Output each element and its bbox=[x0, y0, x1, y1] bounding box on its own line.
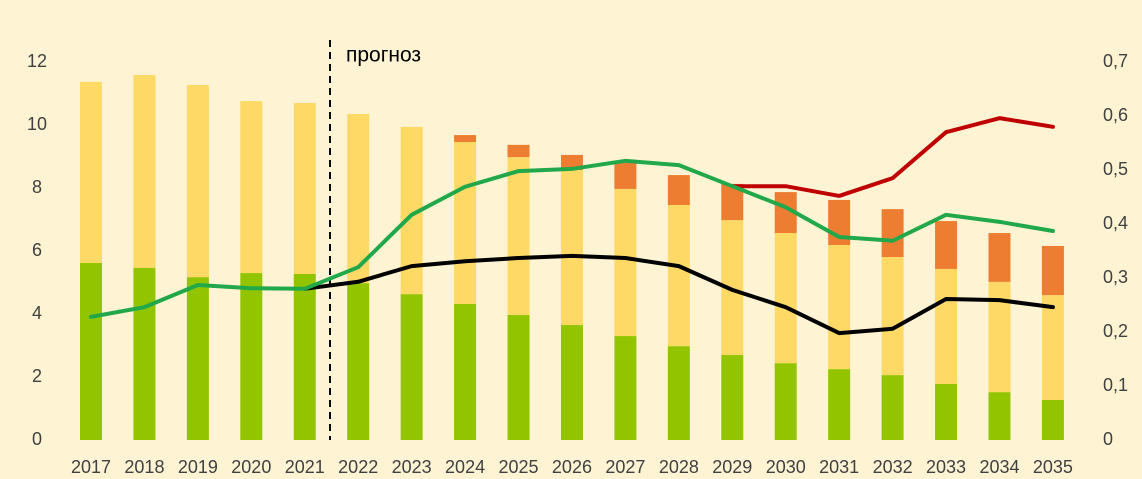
bar-segment bbox=[560, 325, 583, 440]
bar-segment bbox=[400, 294, 423, 440]
bar-segment bbox=[347, 283, 370, 440]
x-tick-label: 2027 bbox=[605, 457, 645, 477]
bar-segment bbox=[828, 369, 851, 440]
bar-segment bbox=[240, 101, 263, 274]
bar-segment bbox=[293, 102, 316, 274]
y2-tick-label: 0,7 bbox=[1103, 51, 1128, 71]
y-tick-label: 10 bbox=[27, 114, 47, 134]
x-tick-label: 2022 bbox=[338, 457, 378, 477]
y2-tick-label: 0,5 bbox=[1103, 159, 1128, 179]
bar-segment bbox=[721, 183, 744, 221]
y-tick-label: 4 bbox=[32, 303, 42, 323]
bar-segment bbox=[507, 157, 530, 315]
bar-segment bbox=[400, 126, 423, 295]
y-tick-label: 8 bbox=[32, 177, 42, 197]
bar-segment bbox=[1041, 295, 1064, 400]
bar-segment bbox=[1041, 399, 1064, 440]
y2-tick-label: 0,1 bbox=[1103, 375, 1128, 395]
bar-segment bbox=[988, 392, 1011, 440]
x-tick-label: 2023 bbox=[392, 457, 432, 477]
x-tick-label: 2029 bbox=[712, 457, 752, 477]
line bbox=[730, 116, 1055, 198]
bar-segment bbox=[935, 221, 958, 269]
y-tick-label: 0 bbox=[32, 429, 42, 449]
x-tick-label: 2028 bbox=[659, 457, 699, 477]
bar-segment bbox=[186, 84, 209, 278]
x-tick-label: 2021 bbox=[285, 457, 325, 477]
x-tick-label: 2026 bbox=[552, 457, 592, 477]
bar-segment bbox=[347, 113, 370, 284]
x-tick-label: 2032 bbox=[873, 457, 913, 477]
annotation: прогноз bbox=[346, 44, 421, 67]
x-tick-label: 2020 bbox=[231, 457, 271, 477]
bar-segment bbox=[721, 220, 744, 355]
bar-segment bbox=[454, 303, 477, 440]
x-tick-label: 2034 bbox=[979, 457, 1019, 477]
bar-segment bbox=[935, 268, 958, 384]
line bbox=[302, 253, 1055, 336]
bar-segment bbox=[881, 375, 904, 440]
x-tick-label: 2024 bbox=[445, 457, 485, 477]
y2-tick-label: 0,4 bbox=[1103, 213, 1128, 233]
y-tick-label: 2 bbox=[32, 366, 42, 386]
y-tick-label: 12 bbox=[27, 51, 47, 71]
y2-tick-label: 0,6 bbox=[1103, 105, 1128, 125]
bar-segment bbox=[454, 142, 477, 304]
x-tick-label: 2025 bbox=[498, 457, 538, 477]
y2-tick-label: 0,3 bbox=[1103, 267, 1128, 287]
x-tick-label: 2030 bbox=[766, 457, 806, 477]
bar-segment bbox=[774, 233, 797, 364]
bar-segment bbox=[881, 256, 904, 376]
bar-segment bbox=[133, 74, 156, 269]
y-tick-label: 6 bbox=[32, 240, 42, 260]
x-tick-label: 2035 bbox=[1033, 457, 1073, 477]
x-tick-label: 2018 bbox=[124, 457, 164, 477]
bar-segment bbox=[80, 262, 102, 440]
bar-segment bbox=[667, 346, 690, 440]
x-tick-label: 2019 bbox=[178, 457, 218, 477]
y2-tick-label: 0,2 bbox=[1103, 321, 1128, 341]
bar-segment bbox=[614, 188, 637, 337]
bar-segment bbox=[614, 336, 637, 440]
bar-segment bbox=[186, 277, 209, 440]
bar-segment bbox=[293, 273, 316, 440]
bar-segment bbox=[133, 268, 156, 440]
bar-segment bbox=[774, 192, 797, 234]
bar-segment bbox=[507, 144, 530, 158]
bar-segment bbox=[774, 363, 797, 440]
x-tick-label: 2017 bbox=[71, 457, 111, 477]
bar-segment bbox=[881, 209, 904, 257]
bar-segment bbox=[988, 281, 1011, 393]
x-tick-label: 2033 bbox=[926, 457, 966, 477]
bar-segment bbox=[988, 233, 1011, 282]
bar-segment bbox=[828, 245, 851, 370]
x-tick-label: 2031 bbox=[819, 457, 859, 477]
bar-segment bbox=[667, 175, 690, 206]
y2-tick-label: 0 bbox=[1103, 429, 1113, 449]
bar-segment bbox=[1041, 245, 1064, 296]
bar-segment bbox=[240, 273, 263, 440]
bar-segment bbox=[454, 135, 477, 143]
bar-segment bbox=[614, 162, 637, 189]
bar-segment bbox=[560, 170, 583, 326]
bar-segment bbox=[667, 205, 690, 347]
bar-segment bbox=[507, 314, 530, 440]
bar-segment bbox=[80, 81, 102, 263]
bar-segment bbox=[935, 383, 958, 440]
bar-segment bbox=[721, 354, 744, 440]
line bbox=[89, 158, 1055, 319]
